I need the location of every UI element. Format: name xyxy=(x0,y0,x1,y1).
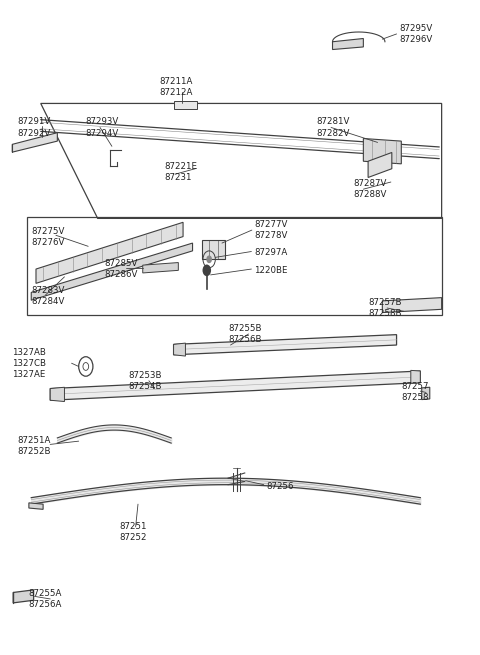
Text: 87257B
87258B: 87257B 87258B xyxy=(368,298,402,318)
Polygon shape xyxy=(13,590,34,603)
Text: 1220BE: 1220BE xyxy=(254,267,288,276)
Polygon shape xyxy=(411,370,420,383)
Text: 87221E
87231: 87221E 87231 xyxy=(164,162,197,181)
Text: 87283V
87284V: 87283V 87284V xyxy=(31,286,65,307)
Polygon shape xyxy=(29,503,43,510)
Text: 87291V
87292V: 87291V 87292V xyxy=(17,117,50,138)
Polygon shape xyxy=(333,39,363,50)
Text: 87256: 87256 xyxy=(266,482,294,491)
Polygon shape xyxy=(368,153,392,178)
Polygon shape xyxy=(422,387,430,400)
Text: 87281V
87282V: 87281V 87282V xyxy=(316,117,349,138)
Text: 87287V
87288V: 87287V 87288V xyxy=(354,179,387,199)
Polygon shape xyxy=(50,371,420,400)
Polygon shape xyxy=(174,102,197,109)
Text: 87211A
87212A: 87211A 87212A xyxy=(159,77,192,97)
Polygon shape xyxy=(174,335,396,355)
Text: 87297A: 87297A xyxy=(254,248,288,257)
Text: 87275V
87276V: 87275V 87276V xyxy=(31,227,65,247)
Text: 87255A
87256A: 87255A 87256A xyxy=(29,589,62,609)
Circle shape xyxy=(206,255,212,263)
Text: 87251A
87252B: 87251A 87252B xyxy=(17,436,50,456)
Text: 87277V
87278V: 87277V 87278V xyxy=(254,220,288,240)
Text: 87257
87258: 87257 87258 xyxy=(401,383,429,402)
Polygon shape xyxy=(12,133,57,152)
Text: 1327AB
1327CB
1327AE: 1327AB 1327CB 1327AE xyxy=(12,348,46,379)
Circle shape xyxy=(203,265,211,276)
Polygon shape xyxy=(383,297,442,312)
Text: 87293V
87294V: 87293V 87294V xyxy=(86,117,119,138)
Polygon shape xyxy=(363,138,401,164)
Text: 87251
87252: 87251 87252 xyxy=(120,522,147,542)
Polygon shape xyxy=(143,263,179,273)
Polygon shape xyxy=(174,343,185,356)
Polygon shape xyxy=(50,387,64,402)
Polygon shape xyxy=(36,222,183,284)
Text: 87255B
87256B: 87255B 87256B xyxy=(228,324,262,344)
Polygon shape xyxy=(202,240,225,259)
Text: 87253B
87254B: 87253B 87254B xyxy=(129,371,162,391)
Text: 87285V
87286V: 87285V 87286V xyxy=(105,259,138,279)
Polygon shape xyxy=(31,243,192,300)
Text: 87295V
87296V: 87295V 87296V xyxy=(399,24,432,44)
